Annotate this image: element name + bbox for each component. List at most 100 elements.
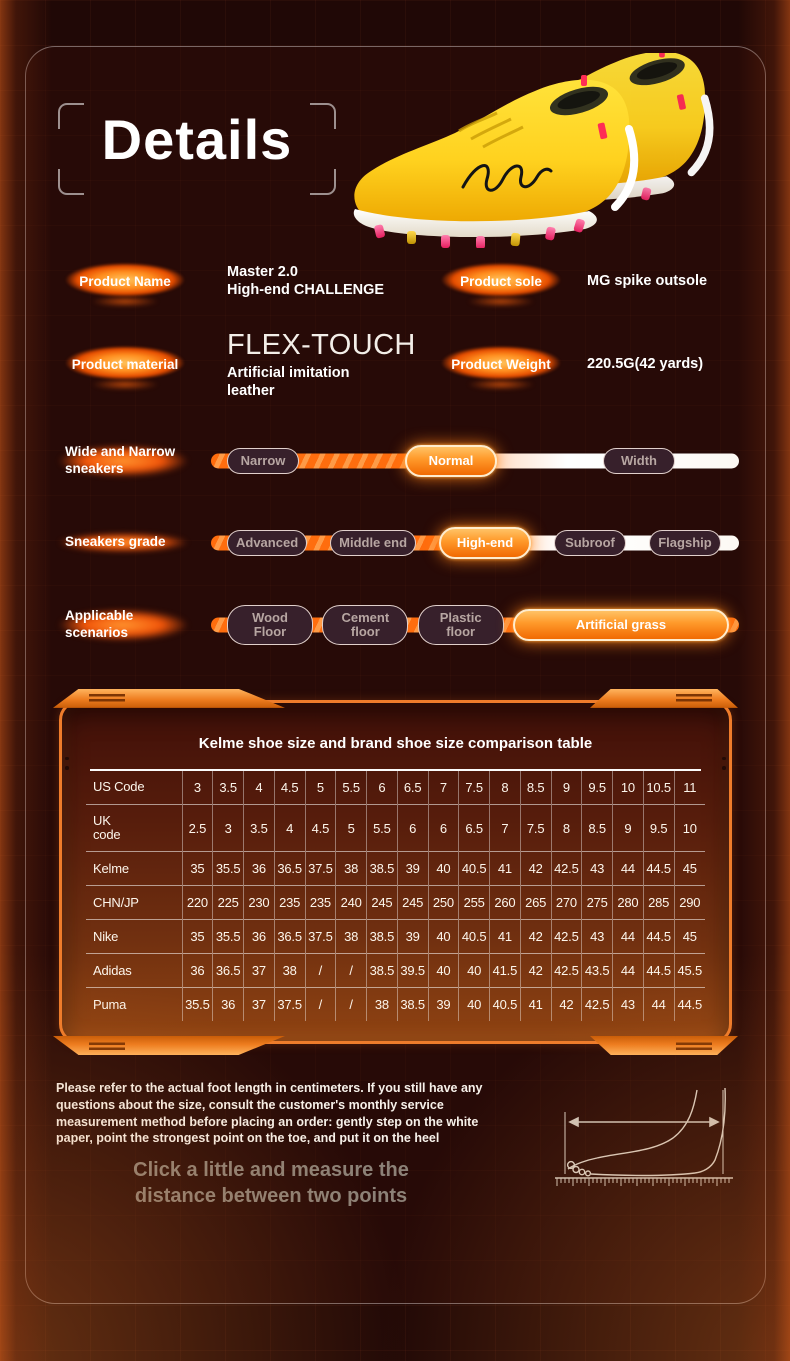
size-cell: 35.5 bbox=[181, 987, 213, 1022]
size-cell: 37 bbox=[243, 953, 275, 988]
size-cell: 39 bbox=[396, 851, 428, 886]
size-cell: 4 bbox=[243, 770, 275, 805]
size-cell: 5 bbox=[304, 770, 336, 805]
size-table-body: US Code 3 3.5 4 4.5 5 5.5 6 6.5 7 7.5 8 8.5 9 9.5 10 10.… bbox=[86, 770, 705, 1022]
size-cell: 38.5 bbox=[396, 987, 428, 1022]
size-cell: 9.5 bbox=[581, 770, 613, 805]
size-cell: 3.5 bbox=[212, 770, 244, 805]
bracket-corner-icon bbox=[310, 169, 336, 195]
option-pill-selected: Normal bbox=[405, 444, 497, 477]
size-cell: 42 bbox=[519, 953, 551, 988]
size-cell: 37.5 bbox=[304, 919, 336, 954]
row-label: CHN/JP bbox=[86, 885, 182, 920]
size-cell: 6 bbox=[366, 770, 398, 805]
size-cell: 35 bbox=[181, 919, 213, 954]
size-cell: 8.5 bbox=[519, 770, 551, 805]
size-cell: 38 bbox=[335, 851, 367, 886]
table-row: Puma 35.5 36 37 37.5//38 38.5 39 40 40.5 41 42 42.5… bbox=[86, 987, 705, 1022]
size-cell: 42.5 bbox=[550, 851, 582, 886]
size-cell: 6.5 bbox=[458, 803, 490, 852]
panel-corner-decoration bbox=[590, 1036, 738, 1055]
size-cell: 9 bbox=[612, 803, 644, 852]
product-photo-shoes bbox=[353, 53, 714, 248]
option-pill: Flagship bbox=[648, 529, 721, 556]
size-cell: 10.5 bbox=[642, 770, 674, 805]
size-cell: 41 bbox=[519, 987, 551, 1022]
size-cell: 8.5 bbox=[581, 803, 613, 852]
size-cell: 38.5 bbox=[366, 919, 398, 954]
size-cell: 235 bbox=[304, 885, 336, 920]
size-cell: 40 bbox=[427, 919, 459, 954]
selector-options: Wood Floor Cement floor Plastic floor Artif… bbox=[211, 594, 739, 656]
size-cell: 40 bbox=[458, 953, 490, 988]
bracket-corner-icon bbox=[58, 103, 84, 129]
size-cell: 8 bbox=[550, 803, 582, 852]
selector-row: Sneakers grade Advanced Middle end High-end… bbox=[59, 512, 739, 574]
size-cell: 245 bbox=[366, 885, 398, 920]
title-underline bbox=[90, 768, 701, 771]
size-cell: 6 bbox=[396, 803, 428, 852]
size-cell: 39 bbox=[427, 987, 459, 1022]
size-cell: 6 bbox=[427, 803, 459, 852]
size-cell: 2.5 bbox=[181, 803, 213, 852]
viewfinder-bracket bbox=[58, 103, 336, 195]
option-pill: Advanced bbox=[227, 529, 308, 556]
spec-label-product-weight: Product Weight bbox=[435, 352, 567, 377]
size-cell: / bbox=[335, 953, 367, 988]
size-cell: 245 bbox=[396, 885, 428, 920]
option-pill: Cement floor bbox=[322, 604, 409, 646]
selector-row: Wide and Narrow sneakers Narrow Normal Widt… bbox=[59, 430, 739, 492]
size-cell: 4.5 bbox=[273, 770, 305, 805]
size-cell: 44 bbox=[612, 851, 644, 886]
spec-value-product-material: FLEX-TOUCH Artificial imitation leather bbox=[227, 329, 416, 399]
row-label: Puma bbox=[86, 987, 182, 1022]
panel-edge-dots bbox=[722, 756, 726, 770]
spec-value-product-sole: MG spike outsole bbox=[587, 272, 708, 289]
size-cell: 275 bbox=[581, 885, 613, 920]
spec-label-product-material: Product material bbox=[59, 352, 191, 377]
selector-control: Advanced Middle end High-end Subroof Flagshi… bbox=[211, 512, 739, 574]
table-row: CHN/JP 220 225 230 235 235 240 245 245 250 255 260 2… bbox=[86, 885, 705, 920]
size-cell: 44 bbox=[642, 987, 674, 1022]
spec-value-product-weight: 220.5G(42 yards) bbox=[587, 355, 704, 372]
size-cell: 40 bbox=[427, 953, 459, 988]
size-cell: 40.5 bbox=[489, 987, 521, 1022]
size-cell: 35.5 bbox=[212, 851, 244, 886]
size-cell: 9.5 bbox=[642, 803, 674, 852]
size-cell: 42 bbox=[550, 987, 582, 1022]
option-pill: Subroof bbox=[553, 529, 626, 556]
spec-label-product-name: Product Name bbox=[59, 269, 191, 294]
option-pill: Narrow bbox=[227, 447, 299, 474]
size-cell: 38 bbox=[335, 919, 367, 954]
hamburger-lines-icon bbox=[89, 1041, 125, 1050]
size-cell: 39 bbox=[396, 919, 428, 954]
size-cell: 44.5 bbox=[673, 987, 705, 1022]
size-cell: 42 bbox=[519, 851, 551, 886]
measure-cta-text: Click a little and measure the distance … bbox=[133, 1158, 409, 1207]
panel-corner-decoration bbox=[53, 688, 285, 708]
size-cell: / bbox=[304, 987, 336, 1022]
size-cell: 44.5 bbox=[642, 919, 674, 954]
size-cell: 44 bbox=[612, 953, 644, 988]
size-cell: 250 bbox=[427, 885, 459, 920]
size-cell: 36.5 bbox=[273, 919, 305, 954]
size-cell: 225 bbox=[212, 885, 244, 920]
size-cell: 42.5 bbox=[550, 953, 582, 988]
size-note-text: Please refer to the actual foot length i… bbox=[56, 1081, 483, 1146]
size-cell: 36 bbox=[212, 987, 244, 1022]
size-cell: 7 bbox=[489, 803, 521, 852]
size-cell: 41 bbox=[489, 919, 521, 954]
size-cell: 240 bbox=[335, 885, 367, 920]
size-cell: 43 bbox=[581, 851, 613, 886]
size-cell: 36.5 bbox=[212, 953, 244, 988]
size-cell: 45 bbox=[673, 851, 705, 886]
size-cell: 230 bbox=[243, 885, 275, 920]
measure-instructions: Please refer to the actual foot length i… bbox=[56, 1080, 514, 1209]
option-pill: Wood Floor bbox=[227, 604, 313, 646]
size-comparison-table: US Code 3 3.5 4 4.5 5 5.5 6 6.5 7 7.5 8 8.5 9 9.5 10 10.… bbox=[86, 770, 705, 1022]
size-cell: 37.5 bbox=[304, 851, 336, 886]
size-cell: 38.5 bbox=[366, 851, 398, 886]
size-cell: 35 bbox=[181, 851, 213, 886]
size-cell: 3.5 bbox=[243, 803, 275, 852]
